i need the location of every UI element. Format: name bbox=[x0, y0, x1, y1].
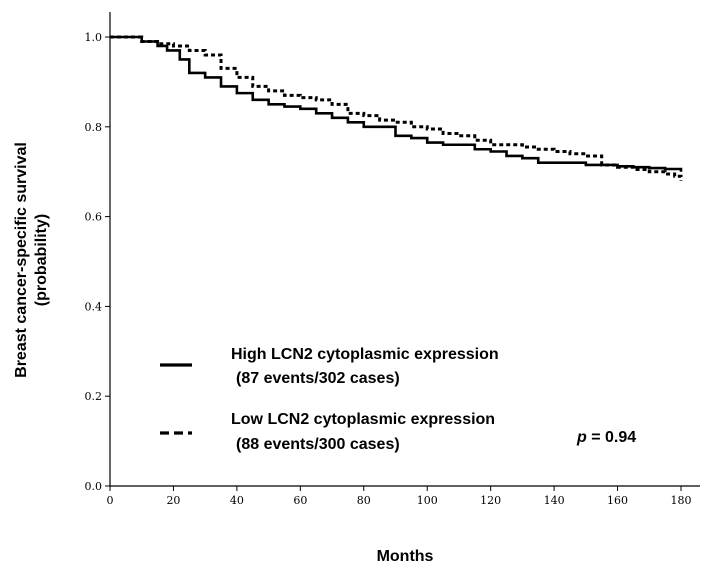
y-tick-label: 0.8 bbox=[85, 121, 103, 134]
legend-sub-high: (87 events/302 cases) bbox=[236, 370, 400, 387]
y-tick-label: 0.2 bbox=[85, 390, 103, 403]
series-high-line bbox=[110, 35, 683, 172]
x-tick-label: 20 bbox=[166, 494, 180, 507]
legend-label-high: High LCN2 cytoplasmic expression bbox=[231, 346, 499, 363]
y-tick-label: 0.0 bbox=[85, 480, 103, 493]
y-axis-title-line1: Breast cancer-specific survival bbox=[13, 142, 30, 378]
p-value-annotation: p = 0.94 bbox=[576, 429, 636, 446]
x-tick-label: 160 bbox=[607, 494, 628, 507]
x-tick-label: 120 bbox=[480, 494, 501, 507]
y-axis-title-line2: (probability) bbox=[33, 214, 50, 306]
legend-label-low: Low LCN2 cytoplasmic expression bbox=[231, 411, 495, 428]
p-value-text: = 0.94 bbox=[587, 429, 636, 446]
p-value-symbol: p bbox=[576, 429, 587, 446]
legend-sub-low: (88 events/300 cases) bbox=[236, 436, 400, 453]
series-low-line bbox=[110, 35, 683, 181]
ticks: 0 20 40 60 80 100 120 140 160 180 0.0 0.2 0.4 0.6 0.8 1… bbox=[85, 31, 692, 507]
series-layer bbox=[110, 35, 683, 181]
y-tick-label: 0.4 bbox=[85, 300, 103, 313]
y-axis-title: Breast cancer-specific survival (probabi… bbox=[13, 142, 50, 378]
y-tick-label: 0.6 bbox=[85, 211, 103, 224]
axes bbox=[109, 12, 700, 487]
y-tick-label: 1.0 bbox=[85, 31, 103, 44]
x-tick-label: 180 bbox=[671, 494, 692, 507]
x-axis-title: Months bbox=[377, 548, 434, 564]
legend: High LCN2 cytoplasmic expression (87 eve… bbox=[160, 346, 499, 453]
x-tick-label: 80 bbox=[357, 494, 371, 507]
x-tick-label: 60 bbox=[293, 494, 307, 507]
x-tick-label: 40 bbox=[230, 494, 244, 507]
x-tick-label: 100 bbox=[417, 494, 438, 507]
x-tick-label: 140 bbox=[544, 494, 565, 507]
x-tick-label: 0 bbox=[107, 494, 114, 507]
